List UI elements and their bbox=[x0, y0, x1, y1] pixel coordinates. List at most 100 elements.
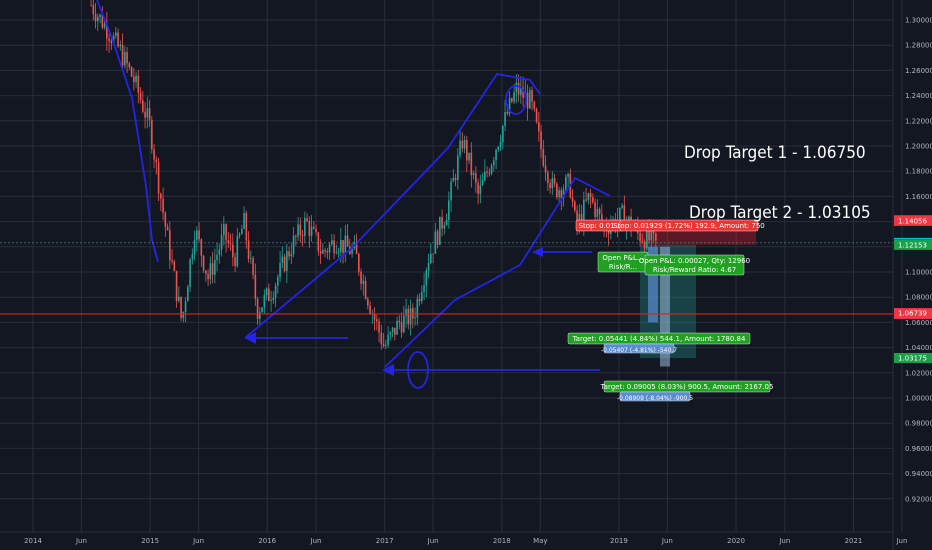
candle-body bbox=[515, 82, 518, 93]
candle-body bbox=[457, 155, 459, 180]
candle-body bbox=[351, 248, 353, 254]
candle-body bbox=[322, 249, 324, 254]
candle-body bbox=[387, 334, 389, 346]
candle-body bbox=[133, 76, 135, 83]
candle-body bbox=[274, 285, 277, 298]
candle-body bbox=[504, 112, 506, 127]
candle-body bbox=[207, 273, 209, 280]
candle-body bbox=[103, 23, 106, 28]
y-tick-label: 1.18000 bbox=[905, 168, 932, 176]
candle-body bbox=[425, 270, 428, 286]
candle-body bbox=[652, 229, 655, 234]
candle-body bbox=[461, 140, 464, 149]
candle-body bbox=[493, 160, 495, 166]
candle-body bbox=[137, 75, 140, 93]
candle-body bbox=[520, 87, 522, 95]
candle-body bbox=[157, 162, 160, 194]
candle-body bbox=[619, 207, 621, 220]
y-tick-label: 1.28000 bbox=[905, 42, 932, 50]
candle-body bbox=[407, 308, 410, 325]
candle-body bbox=[502, 126, 504, 143]
candle-body bbox=[544, 165, 547, 173]
candle-body bbox=[256, 298, 259, 319]
open-pl-label-1-text: Risk/R... bbox=[609, 263, 637, 271]
candle-body bbox=[200, 239, 203, 256]
open-pl-label-1-text: Open P&L... bbox=[602, 254, 643, 262]
candle-body bbox=[585, 199, 587, 201]
candle-body bbox=[367, 298, 369, 306]
trend-drawings[interactable] bbox=[96, 0, 611, 389]
candle-body bbox=[511, 98, 513, 102]
candle-body bbox=[178, 297, 180, 302]
candle-body bbox=[459, 140, 461, 156]
candle-body bbox=[418, 298, 421, 302]
candle-body bbox=[535, 109, 538, 123]
price-badge-text: 1.06739 bbox=[898, 310, 927, 318]
candle-body bbox=[144, 111, 146, 118]
candle-body bbox=[598, 208, 601, 215]
candle-body bbox=[189, 259, 191, 287]
candle-body bbox=[331, 240, 333, 245]
candle-body bbox=[551, 178, 554, 189]
candle-body bbox=[398, 320, 401, 323]
candle-body bbox=[247, 240, 250, 259]
candle-body bbox=[542, 149, 545, 166]
candle-body bbox=[409, 308, 412, 325]
y-tick-label: 1.08000 bbox=[905, 294, 932, 302]
candle-body bbox=[263, 295, 266, 308]
target-sub-label-2-text: -0.08909 (-8.04%) -900.5 bbox=[617, 395, 693, 402]
x-tick-label: 2016 bbox=[258, 537, 276, 545]
stop-label-1-text: Stop: 0.01... bbox=[579, 222, 622, 230]
candle-body bbox=[549, 183, 551, 189]
candle-body bbox=[373, 313, 376, 320]
support-arrow-head bbox=[245, 332, 256, 344]
stop-label-2-text: Stop: 0.01929 (1.72%) 192.9, Amount: 750 bbox=[613, 222, 765, 230]
candle-body bbox=[205, 270, 207, 274]
candle-body bbox=[488, 172, 491, 174]
pnl-bar-1 bbox=[648, 246, 658, 323]
candle-body bbox=[232, 244, 234, 258]
price-badge-text: 1.03175 bbox=[898, 354, 927, 362]
candle-body bbox=[90, 4, 92, 6]
target-label-2-text: Target: 0.09005 (8.03%) 900.5, Amount: 2… bbox=[600, 383, 774, 391]
candle-body bbox=[326, 251, 329, 253]
candle-body bbox=[560, 190, 563, 199]
candle-body bbox=[290, 253, 293, 257]
target-sub-label-1 bbox=[603, 343, 675, 354]
y-tick-label: 0.96000 bbox=[905, 445, 932, 453]
candle-body bbox=[405, 308, 407, 316]
candle-body bbox=[497, 146, 500, 150]
x-axis: 2014 Jun 2015 Jun 2016 Jun 2017 Jun 2018 May 2019 J… bbox=[24, 537, 907, 545]
x-tick-label: Jun bbox=[661, 537, 673, 545]
y-tick-label: 0.94000 bbox=[905, 470, 932, 478]
candle-body bbox=[106, 23, 108, 39]
candle-body bbox=[607, 231, 610, 234]
candle-body bbox=[643, 241, 646, 249]
candle-body bbox=[360, 271, 362, 284]
candle-body bbox=[531, 90, 533, 102]
y-tick-label: 1.00000 bbox=[905, 395, 932, 403]
candle-body bbox=[151, 119, 153, 150]
candle-body bbox=[382, 344, 385, 347]
candle-body bbox=[436, 231, 439, 245]
candle-body bbox=[553, 178, 556, 184]
candle-body bbox=[220, 235, 223, 250]
candle-body bbox=[547, 172, 549, 184]
candle-body bbox=[169, 230, 171, 261]
candle-body bbox=[484, 171, 486, 181]
candle-body bbox=[391, 327, 394, 333]
candle-body bbox=[434, 231, 437, 254]
price-badge bbox=[894, 239, 932, 250]
candle-body bbox=[94, 14, 97, 22]
candle-body bbox=[468, 152, 470, 161]
candle-body bbox=[396, 320, 398, 335]
horizontal-lines[interactable] bbox=[0, 242, 893, 315]
candle-body bbox=[250, 258, 252, 260]
candle-body bbox=[223, 224, 225, 236]
candle-body bbox=[576, 210, 578, 225]
candle-body bbox=[567, 173, 569, 177]
drop-target-1-annotation: Drop Target 1 - 1.06750 bbox=[684, 143, 866, 163]
price-badge bbox=[894, 215, 932, 226]
candle-body bbox=[362, 280, 365, 284]
